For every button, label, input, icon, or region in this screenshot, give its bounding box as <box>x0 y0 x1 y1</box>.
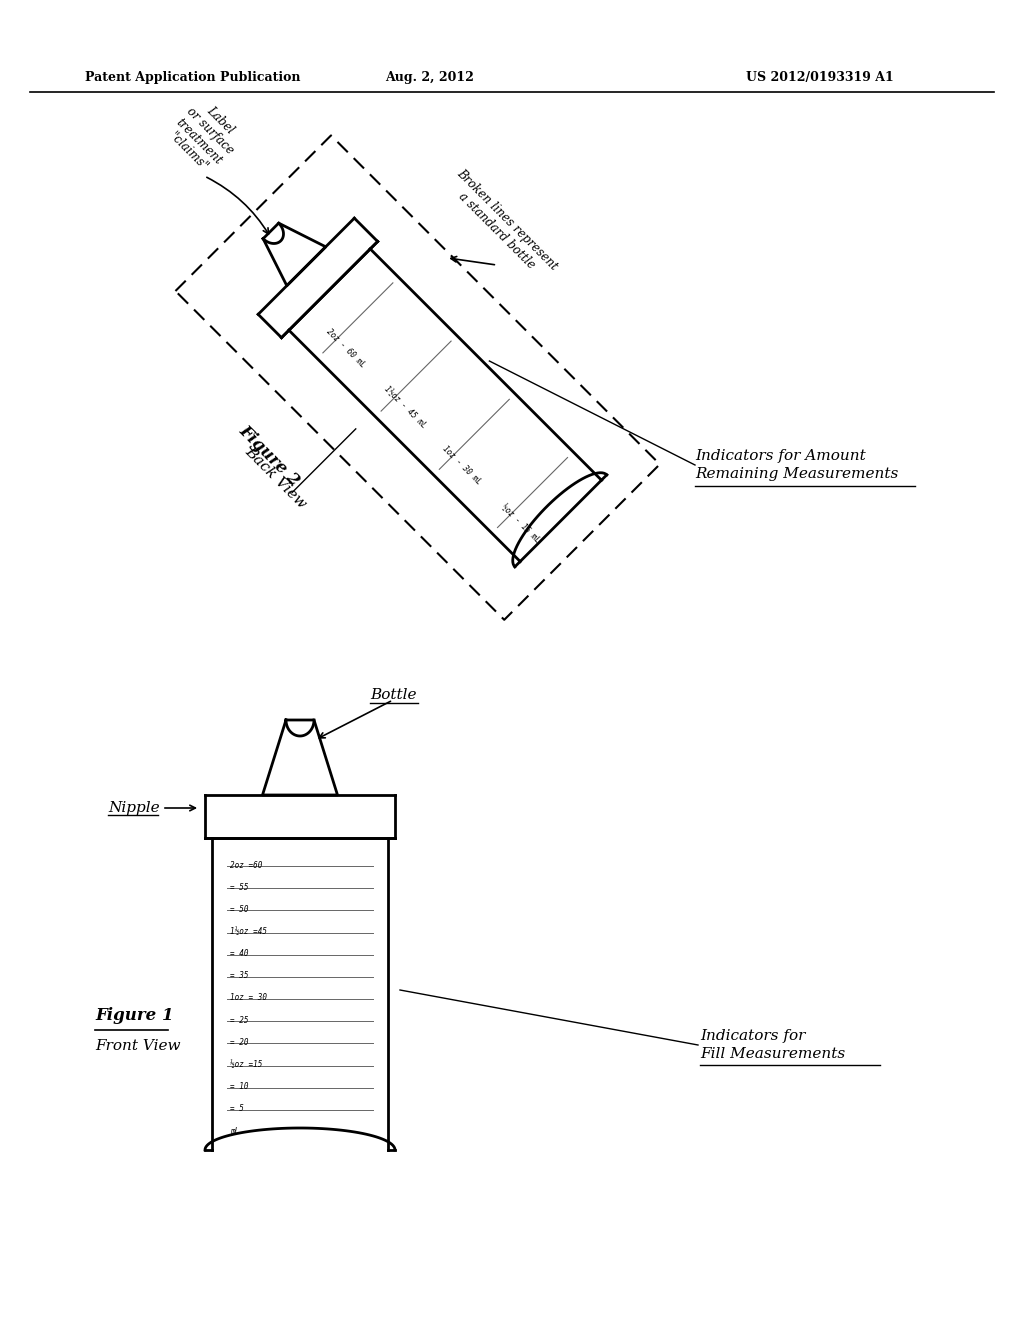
Text: = 55: = 55 <box>230 883 249 892</box>
Text: 1½oz - 45 mL: 1½oz - 45 mL <box>383 384 428 429</box>
Text: Patent Application Publication: Patent Application Publication <box>85 71 300 84</box>
Text: Broken lines represent
a standard bottle: Broken lines represent a standard bottle <box>444 166 560 284</box>
Text: 2oz =60: 2oz =60 <box>230 861 262 870</box>
Text: = 35: = 35 <box>230 972 249 981</box>
Text: Fill Measurements: Fill Measurements <box>700 1047 845 1061</box>
Text: ½oz - 15 mL: ½oz - 15 mL <box>499 502 542 544</box>
Text: Aug. 2, 2012: Aug. 2, 2012 <box>386 71 474 84</box>
Text: 1½oz =45: 1½oz =45 <box>230 927 267 936</box>
Text: = 50: = 50 <box>230 904 249 913</box>
Text: = 5: = 5 <box>230 1105 244 1113</box>
Text: = 10: = 10 <box>230 1082 249 1092</box>
Text: ½oz =15: ½oz =15 <box>230 1060 262 1069</box>
Text: Nipple: Nipple <box>108 801 160 814</box>
Text: Indicators for Amount: Indicators for Amount <box>695 449 865 463</box>
Text: Indicators for: Indicators for <box>700 1030 805 1043</box>
Text: US 2012/0193319 A1: US 2012/0193319 A1 <box>746 71 894 84</box>
Text: = 40: = 40 <box>230 949 249 958</box>
Text: 1oz = 30: 1oz = 30 <box>230 994 267 1002</box>
Text: = 20: = 20 <box>230 1038 249 1047</box>
Text: Figure 2: Figure 2 <box>236 422 303 490</box>
Text: 1oz - 30 mL: 1oz - 30 mL <box>440 444 483 486</box>
Text: mL: mL <box>230 1126 240 1135</box>
Text: Front View: Front View <box>95 1039 180 1053</box>
Text: Remaining Measurements: Remaining Measurements <box>695 467 898 480</box>
Text: 2oz - 60 mL: 2oz - 60 mL <box>325 327 367 370</box>
Text: Back View: Back View <box>242 445 309 512</box>
Text: Figure 1: Figure 1 <box>95 1007 174 1024</box>
Text: Bottle: Bottle <box>370 688 417 702</box>
Text: Label
or surface
treatment
"claims": Label or surface treatment "claims" <box>163 94 247 178</box>
Text: = 25: = 25 <box>230 1015 249 1024</box>
